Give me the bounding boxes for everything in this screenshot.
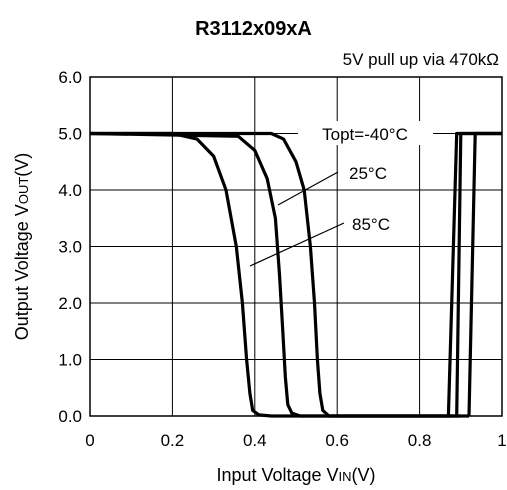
x-axis-label: Input Voltage VIN(V) [216, 465, 375, 485]
y-tick-label: 5.0 [58, 125, 82, 144]
y-tick-label: 1.0 [58, 351, 82, 370]
y-tick-label: 2.0 [58, 294, 82, 313]
series-line-rising [467, 131, 502, 417]
x-tick-label: 0.2 [161, 431, 185, 450]
y-tick-label: 6.0 [58, 68, 82, 87]
series-line-falling [90, 131, 453, 418]
leader-25 [277, 171, 339, 206]
y-tick-label: 3.0 [58, 238, 82, 257]
x-tick-label: 0 [85, 431, 94, 450]
y-tick-label: 0.0 [58, 407, 82, 426]
plot-frame [89, 76, 503, 417]
annotation-85: 85°C [352, 215, 390, 234]
leader-85 [249, 222, 345, 267]
x-tick-label: 0.8 [408, 431, 432, 450]
y-tick-label: 4.0 [58, 181, 82, 200]
tick-labels: 0 0.2 0.4 0.6 0.8 1 0.0 1.0 2.0 3.0 4.0 5.0 6.0 [58, 68, 506, 450]
x-tick-label: 0.4 [243, 431, 267, 450]
chart-subtitle: 5V pull up via 470kΩ [342, 50, 499, 69]
annotation-minus40: Topt=-40°C [322, 125, 408, 144]
x-tick-label: 1 [497, 431, 506, 450]
x-tick-label: 0.6 [325, 431, 349, 450]
annotation-25: 25°C [349, 164, 387, 183]
annotations: Topt=-40°C 25°C 85°C [249, 121, 433, 267]
series-line-falling [90, 131, 469, 418]
series-line-falling [89, 131, 461, 418]
grid [89, 76, 503, 417]
annotation-bg [298, 121, 433, 145]
y-axis-label: Output Voltage VOUT(V) [12, 153, 32, 341]
chart-title: R3112x09xA [195, 18, 312, 40]
curves [89, 131, 502, 418]
series-line-rising [455, 131, 502, 417]
